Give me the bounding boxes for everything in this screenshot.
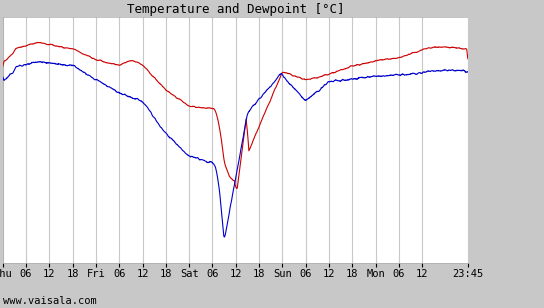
Text: www.vaisala.com: www.vaisala.com [3,297,96,306]
Title: Temperature and Dewpoint [°C]: Temperature and Dewpoint [°C] [127,3,344,16]
